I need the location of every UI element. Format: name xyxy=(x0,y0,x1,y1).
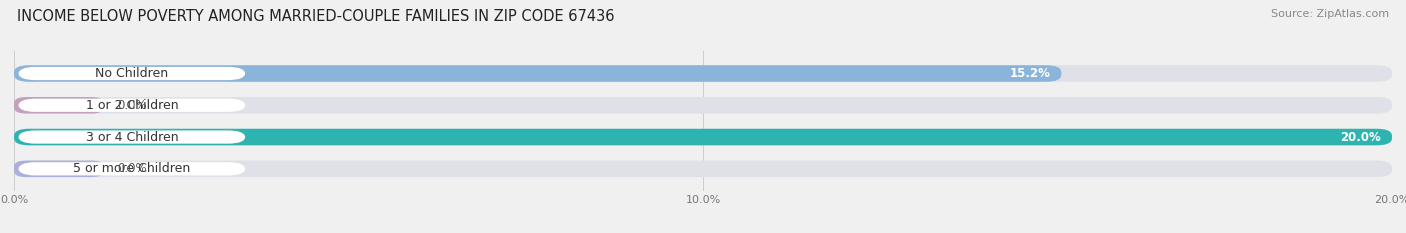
Text: Source: ZipAtlas.com: Source: ZipAtlas.com xyxy=(1271,9,1389,19)
Text: 0.0%: 0.0% xyxy=(118,162,148,175)
Text: 1 or 2 Children: 1 or 2 Children xyxy=(86,99,179,112)
FancyBboxPatch shape xyxy=(14,129,1392,145)
Text: 15.2%: 15.2% xyxy=(1010,67,1050,80)
FancyBboxPatch shape xyxy=(14,129,1392,145)
FancyBboxPatch shape xyxy=(18,162,246,175)
FancyBboxPatch shape xyxy=(18,99,246,112)
Text: 5 or more Children: 5 or more Children xyxy=(73,162,190,175)
Text: INCOME BELOW POVERTY AMONG MARRIED-COUPLE FAMILIES IN ZIP CODE 67436: INCOME BELOW POVERTY AMONG MARRIED-COUPL… xyxy=(17,9,614,24)
FancyBboxPatch shape xyxy=(18,130,246,144)
FancyBboxPatch shape xyxy=(14,161,1392,177)
FancyBboxPatch shape xyxy=(18,67,246,80)
Text: No Children: No Children xyxy=(96,67,169,80)
Text: 3 or 4 Children: 3 or 4 Children xyxy=(86,130,179,144)
FancyBboxPatch shape xyxy=(14,161,104,177)
FancyBboxPatch shape xyxy=(14,65,1062,82)
FancyBboxPatch shape xyxy=(14,97,1392,113)
FancyBboxPatch shape xyxy=(14,97,104,113)
Text: 0.0%: 0.0% xyxy=(118,99,148,112)
Text: 20.0%: 20.0% xyxy=(1340,130,1381,144)
FancyBboxPatch shape xyxy=(14,65,1392,82)
